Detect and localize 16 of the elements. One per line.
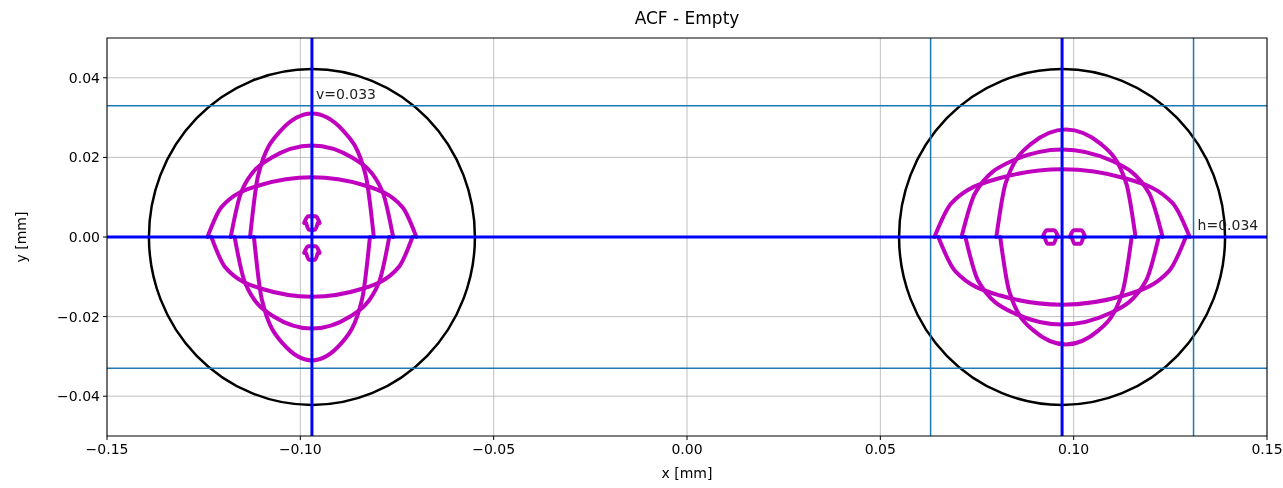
x-tick-label: −0.05 [472,441,516,457]
x-tick-label: 0.10 [1058,441,1090,457]
y-axis-title: y [mm] [13,211,29,263]
y-tick-label: 0.02 [68,149,100,166]
x-tick-label: 0.05 [864,441,896,457]
x-tick-label: 0.15 [1251,441,1283,457]
y-tick-label: 0.00 [68,228,100,245]
x-tick-label: −0.10 [278,441,322,457]
x-axis-title: x [mm] [661,465,713,481]
annotation: v=0.033 [315,85,377,102]
x-tick-label: 0.00 [671,441,703,457]
y-tick-label: 0.04 [68,69,101,86]
y-tick-label: −0.02 [57,308,100,325]
y-tick-label: −0.04 [57,388,101,405]
x-tick-label: −0.15 [85,441,129,457]
chart-title: ACF - Empty [634,8,740,28]
